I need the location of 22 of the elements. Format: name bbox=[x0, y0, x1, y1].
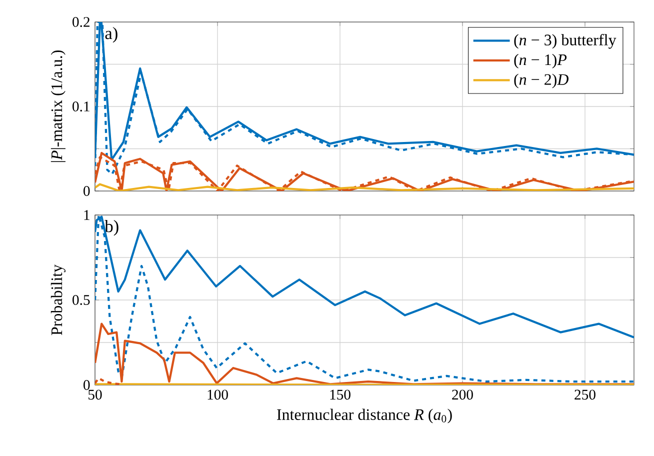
annotation: a) bbox=[105, 26, 118, 43]
y-tick-label: 0.2 bbox=[72, 17, 90, 27]
y-tick-label: 1 bbox=[84, 210, 90, 220]
y-tick-label: 0 bbox=[84, 186, 90, 196]
x-tick-label: 200 bbox=[452, 390, 473, 400]
legend-label: (n − 3) butterfly bbox=[514, 34, 616, 49]
line-series bbox=[95, 183, 634, 191]
y-tick-label: 0 bbox=[84, 380, 90, 390]
annotation: b) bbox=[104, 220, 118, 236]
x-tick-label: 100 bbox=[208, 390, 228, 400]
x-tick-label: 50 bbox=[88, 390, 102, 400]
y-axis-title: Probability bbox=[50, 264, 66, 336]
legend-label: (n − 1)P bbox=[514, 54, 567, 68]
y-tick-label: 0.5 bbox=[72, 295, 90, 305]
line-series bbox=[95, 322, 634, 385]
x-tick-label: 150 bbox=[330, 390, 350, 400]
legend-label: (n − 2)D bbox=[514, 74, 568, 88]
x-axis-title: Internuclear distance R (a$_{0}$) bbox=[277, 408, 452, 424]
y-tick-label: 0.1 bbox=[72, 102, 90, 112]
line-series bbox=[95, 214, 634, 383]
y-axis-title: |P|-matrix (1/a.u.) bbox=[50, 50, 66, 162]
x-tick-label: 250 bbox=[574, 390, 596, 400]
